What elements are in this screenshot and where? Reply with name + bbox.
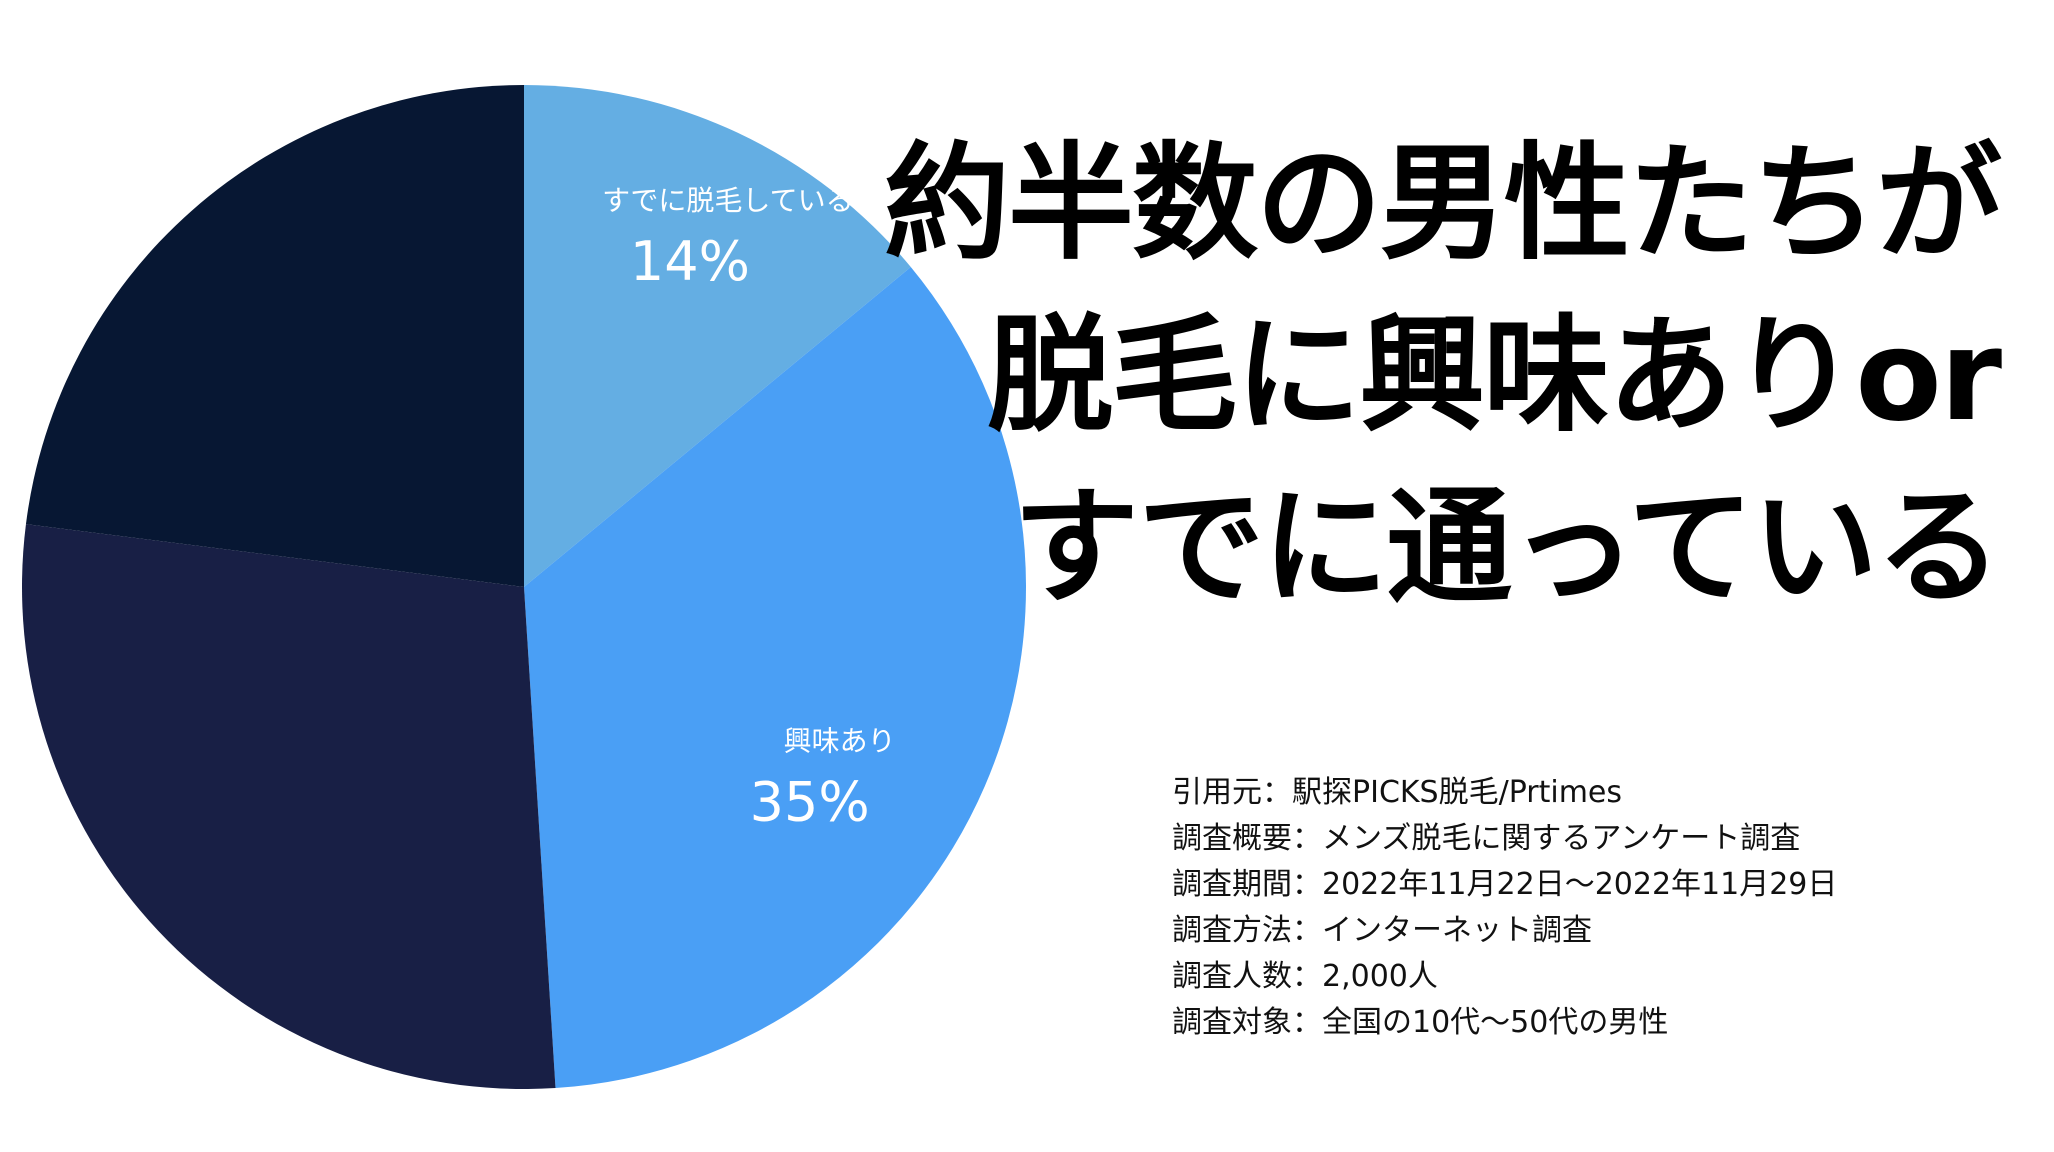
slice-label: すでに脱毛している	[602, 184, 853, 217]
headline: 約半数の男性たちが 脱毛に興味ありor すでに通っている	[884, 118, 2002, 634]
note-count: 調査人数：2,000人	[1172, 959, 1438, 994]
note-source: 引用元：駅探PICKS脱毛/Prtimes	[1172, 775, 1623, 810]
pie-chart: すでに脱毛している 14% 興味あり 35%	[21, 85, 1027, 1089]
pie-slice	[25, 85, 524, 587]
slice-label: 興味あり	[784, 725, 896, 758]
headline-line-3: すでに通っている	[1013, 474, 2002, 621]
pie-slice	[524, 85, 911, 587]
note-method: 調査方法：インターネット調査	[1172, 913, 1592, 948]
pie-slice	[524, 267, 1027, 1089]
note-overview: 調査概要：メンズ脱毛に関するアンケート調査	[1172, 821, 1801, 856]
note-target: 調査対象：全国の10代〜50代の男性	[1172, 1005, 1669, 1040]
slice-value-label: 35%	[750, 771, 870, 834]
headline-line-1: 約半数の男性たちが	[884, 130, 2002, 277]
slice-value-label: 14%	[630, 230, 750, 293]
note-period: 調査期間：2022年11月22日〜2022年11月29日	[1172, 867, 1838, 902]
headline-line-2: 脱毛に興味ありor	[987, 302, 2002, 449]
survey-notes: 引用元：駅探PICKS脱毛/Prtimes 調査概要：メンズ脱毛に関するアンケー…	[1172, 770, 1837, 1046]
pie-slice	[21, 524, 556, 1089]
